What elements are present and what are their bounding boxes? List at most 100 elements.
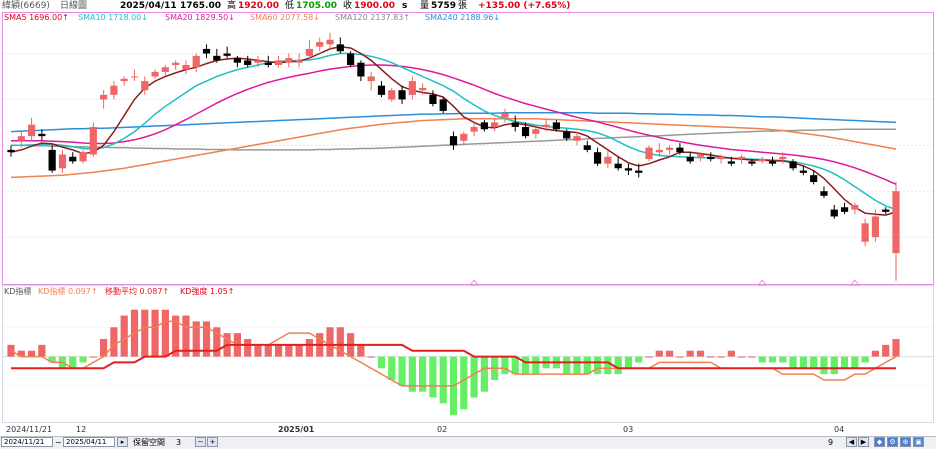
osc-bar-positive [357, 344, 365, 357]
candle-up [79, 152, 87, 162]
candle-down [789, 161, 797, 169]
osc-bar-negative [635, 356, 643, 363]
oscillator-panel-border [2, 285, 934, 423]
candle-up [419, 87, 427, 91]
candle-up [388, 90, 396, 100]
osc-bar-positive [871, 350, 880, 357]
candle-down [676, 147, 684, 153]
osc-bar-positive [707, 356, 715, 358]
sma240-line [10, 111, 897, 133]
zoom-in-button[interactable]: + [207, 437, 218, 447]
sma60-legend: SMA60 2077.58↓ [250, 13, 320, 22]
price-chart[interactable] [0, 0, 936, 436]
keep-space-value[interactable]: 3 [176, 438, 182, 447]
osc-bar-negative [563, 356, 571, 375]
candle-up [501, 113, 509, 118]
osc-bar-positive [161, 309, 169, 357]
osc-bar-positive [655, 350, 663, 357]
candle-up [161, 67, 169, 72]
osc-bar-positive [38, 344, 46, 357]
candle-up [120, 78, 128, 82]
osc-bar-positive [882, 344, 890, 357]
osc-bar-positive [336, 327, 344, 357]
zoom-icon[interactable]: ⊕ [900, 437, 911, 447]
candle-up [655, 149, 663, 153]
osc-bar-negative [758, 356, 766, 363]
osc-bar-positive [295, 344, 303, 357]
osc-bar-positive [120, 315, 128, 357]
osc-strength-value: KD強度 1.05↑ [180, 287, 235, 296]
candle-up [305, 48, 314, 56]
candle-down [521, 126, 530, 137]
osc-bar-positive [151, 309, 159, 357]
osc-bar-negative [789, 356, 797, 369]
osc-bar-negative [573, 356, 581, 375]
candle-down [377, 85, 386, 95]
event-marker-icon [469, 279, 480, 286]
range-toolbar: 2024/11/21 ~ 2025/04/11 ▸ 保留空間 3 − + 9 ◀… [0, 436, 936, 449]
keep-space-label: 保留空間 [133, 438, 165, 447]
first-icon[interactable]: ◆ [874, 437, 885, 447]
fullscreen-icon[interactable]: ▣ [913, 437, 924, 447]
osc-bar-positive [213, 327, 221, 357]
ma-legend: SMA5 1696.00↑ SMA10 1718.00↓ SMA20 1829.… [0, 12, 936, 24]
candle-down [707, 156, 715, 160]
osc-title: KD指標 [4, 287, 32, 296]
zoom-out-button[interactable]: − [195, 437, 206, 447]
next-button[interactable]: ▶ [858, 437, 869, 447]
candle-down [346, 53, 355, 66]
candle-down [233, 58, 241, 63]
apply-range-button[interactable]: ▸ [117, 437, 128, 447]
page-number: 9 [828, 438, 834, 447]
prev-button[interactable]: ◀ [846, 437, 857, 447]
to-date-input[interactable]: 2025/04/11 [63, 437, 115, 447]
sma5-legend: SMA5 1696.00↑ [4, 13, 69, 22]
osc-bar-negative [480, 356, 488, 392]
osc-bar-negative [429, 356, 437, 398]
candle-up [295, 60, 303, 63]
candle-down [830, 209, 838, 217]
candle-down [635, 170, 643, 173]
candle-down [357, 62, 365, 77]
candle-up [100, 94, 108, 100]
from-date-input[interactable]: 2024/11/21 [1, 437, 53, 447]
high-price: 1920.00 [238, 1, 279, 11]
candle-down [7, 149, 15, 153]
candle-down [614, 163, 622, 169]
candle-up [532, 129, 540, 134]
osc-bar-negative [799, 356, 807, 369]
close-label: 收 [343, 1, 353, 11]
quote-date: 2025/04/11 [120, 1, 177, 11]
candle-up [141, 81, 149, 91]
event-marker-icon [849, 279, 860, 286]
candle-down [727, 161, 735, 164]
osc-bar-positive [172, 315, 180, 357]
stock-name: 緯穎(6669) [2, 1, 50, 11]
candle-up [172, 62, 180, 66]
candle-up [542, 124, 550, 127]
osc-bar-negative [69, 356, 77, 369]
candle-down [820, 191, 828, 196]
osc-bar-negative [48, 356, 56, 363]
osc-bar-negative [501, 356, 509, 375]
candle-up [192, 55, 200, 68]
osc-bar-positive [326, 327, 334, 357]
event-marker-icon [757, 279, 768, 286]
osc-value: KD指標 0.097↑ [38, 287, 98, 296]
x-label-apr: 04 [834, 425, 845, 434]
osc-bar-positive [727, 350, 735, 357]
osc-bar-negative [532, 356, 540, 375]
osc-bar-negative [398, 356, 406, 386]
low-price: 1705.00 [296, 1, 337, 11]
osc-bar-positive [696, 350, 705, 357]
oscillator-legend: KD指標 KD指標 0.097↑ 移動平均 0.087↑ KD強度 1.05↑ [0, 286, 936, 298]
candle-up [851, 204, 859, 210]
osc-bar-positive [666, 350, 674, 357]
osc-bar-negative [388, 356, 396, 380]
sma60-line [10, 117, 897, 179]
settings-icon[interactable]: ⚙ [887, 437, 898, 447]
osc-bar-negative [810, 356, 818, 369]
osc-bar-positive [305, 339, 314, 357]
close-price: 1900.00 [354, 1, 395, 11]
candle-up [367, 76, 375, 82]
